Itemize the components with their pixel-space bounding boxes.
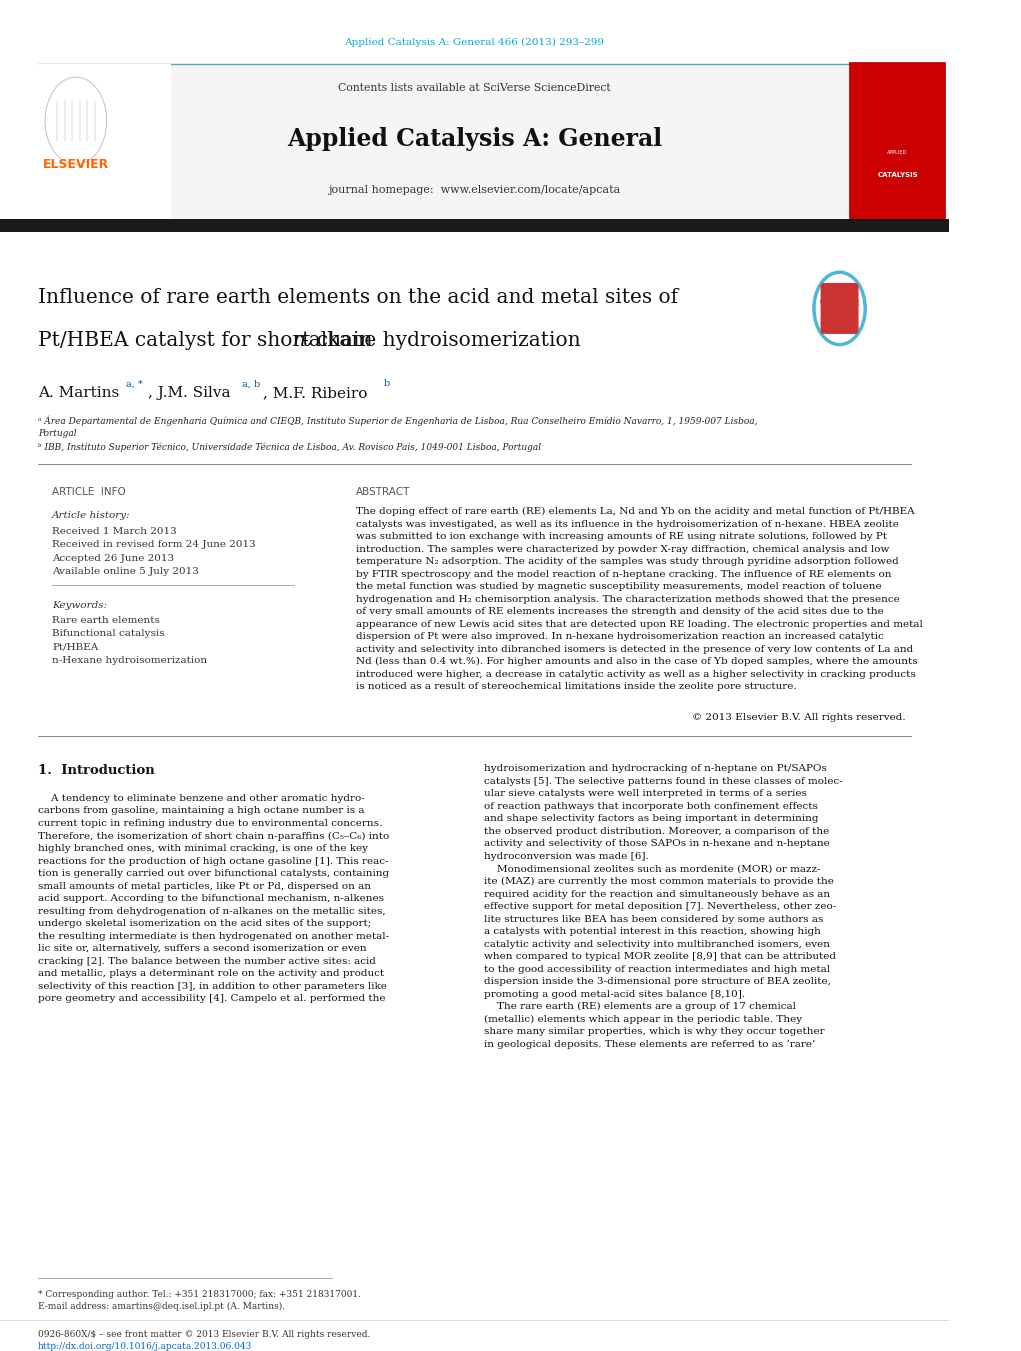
Text: CATALYSIS: CATALYSIS [877,172,918,177]
Text: Bifunctional catalysis: Bifunctional catalysis [52,630,164,638]
Text: Received in revised form 24 June 2013: Received in revised form 24 June 2013 [52,540,256,550]
Text: Article history:: Article history: [52,511,131,520]
Text: The doping effect of rare earth (RE) elements La, Nd and Yb on the acidity and m: The doping effect of rare earth (RE) ele… [355,507,923,692]
Text: a, b: a, b [242,380,260,389]
Text: APPLIED: APPLIED [887,150,908,155]
Text: Contents lists available at SciVerse ScienceDirect: Contents lists available at SciVerse Sci… [338,84,611,93]
FancyBboxPatch shape [0,219,949,232]
Text: A tendency to eliminate benzene and other aromatic hydro-
carbons from gasoline,: A tendency to eliminate benzene and othe… [38,794,389,1002]
Text: CrossMark: CrossMark [820,297,860,307]
Text: Available online 5 July 2013: Available online 5 July 2013 [52,567,199,577]
Text: 0926-860X/$ – see front matter © 2013 Elsevier B.V. All rights reserved.: 0926-860X/$ – see front matter © 2013 El… [38,1331,371,1339]
Text: E-mail address: amartins@deq.isel.ipl.pt (A. Martins).: E-mail address: amartins@deq.isel.ipl.pt… [38,1302,285,1312]
FancyBboxPatch shape [821,282,859,334]
Text: ARTICLE  INFO: ARTICLE INFO [52,486,126,497]
Text: b: b [384,380,390,389]
Text: n-Hexane hydroisomerization: n-Hexane hydroisomerization [52,655,207,665]
Text: Received 1 March 2013: Received 1 March 2013 [52,527,177,536]
Text: Accepted 26 June 2013: Accepted 26 June 2013 [52,554,175,563]
Text: , M.F. Ribeiro: , M.F. Ribeiro [262,386,368,400]
Text: ᵃ Área Departamental de Engenharia Química and CIEQB, Instituto Superior de Enge: ᵃ Área Departamental de Engenharia Quími… [38,416,758,426]
Text: 1.  Introduction: 1. Introduction [38,765,155,777]
Text: ABSTRACT: ABSTRACT [355,486,410,497]
FancyBboxPatch shape [38,65,849,222]
Text: hydroisomerization and hydrocracking of n-heptane on Pt/SAPOs
catalysts [5]. The: hydroisomerization and hydrocracking of … [484,765,842,1050]
Text: -alkane hydroisomerization: -alkane hydroisomerization [301,331,580,350]
Text: A. Martins: A. Martins [38,386,119,400]
Text: Applied Catalysis A: General 466 (2013) 293–299: Applied Catalysis A: General 466 (2013) … [344,38,604,47]
Text: a, *: a, * [127,380,143,389]
Text: Rare earth elements: Rare earth elements [52,616,160,624]
Text: Influence of rare earth elements on the acid and metal sites of: Influence of rare earth elements on the … [38,288,678,307]
Text: , J.M. Silva: , J.M. Silva [148,386,231,400]
Text: ᵇ IBB, Instituto Superior Técnico, Universidade Técnica de Lisboa, Av. Rovisco P: ᵇ IBB, Instituto Superior Técnico, Unive… [38,443,541,453]
Text: © 2013 Elsevier B.V. All rights reserved.: © 2013 Elsevier B.V. All rights reserved… [692,713,906,723]
Text: * Corresponding author. Tel.: +351 218317000; fax: +351 218317001.: * Corresponding author. Tel.: +351 21831… [38,1290,361,1300]
FancyBboxPatch shape [38,65,171,222]
Text: Portugal: Portugal [38,430,77,438]
Text: Applied Catalysis A: General: Applied Catalysis A: General [287,127,662,151]
Text: http://dx.doi.org/10.1016/j.apcata.2013.06.043: http://dx.doi.org/10.1016/j.apcata.2013.… [38,1343,252,1351]
Text: Keywords:: Keywords: [52,601,107,609]
Text: ELSEVIER: ELSEVIER [43,158,109,172]
Text: n: n [292,331,305,350]
FancyBboxPatch shape [849,62,944,219]
Text: Pt/HBEA catalyst for short chain: Pt/HBEA catalyst for short chain [38,331,379,350]
Text: Pt/HBEA: Pt/HBEA [52,642,98,651]
Text: journal homepage:  www.elsevier.com/locate/apcata: journal homepage: www.elsevier.com/locat… [328,185,621,195]
